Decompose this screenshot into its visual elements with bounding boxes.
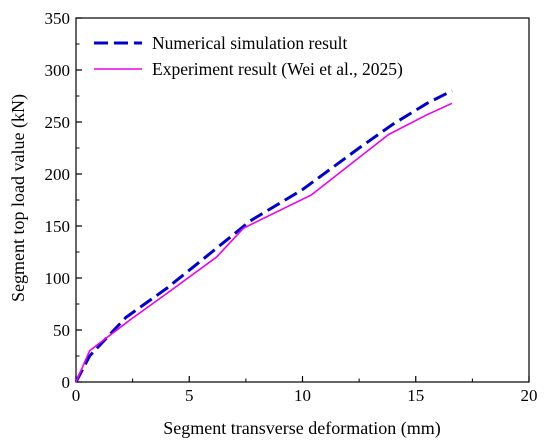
- y-tick-label: 100: [45, 269, 71, 288]
- y-tick-label: 350: [45, 9, 71, 28]
- series-group: [74, 89, 453, 383]
- x-tick-label: 15: [407, 386, 424, 405]
- y-axis-label: Segment top load value (kN): [8, 94, 29, 302]
- y-axis-ticks: 0 50 100 150 200 250 300 350: [45, 9, 82, 392]
- legend: Numerical simulation result Experiment r…: [94, 33, 403, 79]
- x-tick-label: 10: [294, 386, 311, 405]
- y-tick-label: 150: [45, 217, 71, 236]
- y-tick-label: 50: [53, 321, 70, 340]
- y-tick-label: 300: [45, 61, 71, 80]
- series-line-numerical: [74, 89, 453, 383]
- legend-label-numerical: Numerical simulation result: [152, 33, 348, 53]
- y-tick-label: 0: [62, 373, 71, 392]
- x-tick-label: 5: [185, 386, 194, 405]
- legend-label-experiment: Experiment result (Wei et al., 2025): [152, 59, 403, 79]
- series-line-experiment: [75, 102, 453, 383]
- x-tick-label: 0: [72, 386, 81, 405]
- x-tick-label: 20: [521, 386, 538, 405]
- x-axis-ticks: 0 5 10 15 20: [72, 376, 538, 405]
- x-axis-label: Segment transverse deformation (mm): [163, 418, 440, 439]
- y-tick-label: 200: [45, 165, 71, 184]
- y-tick-label: 250: [45, 113, 71, 132]
